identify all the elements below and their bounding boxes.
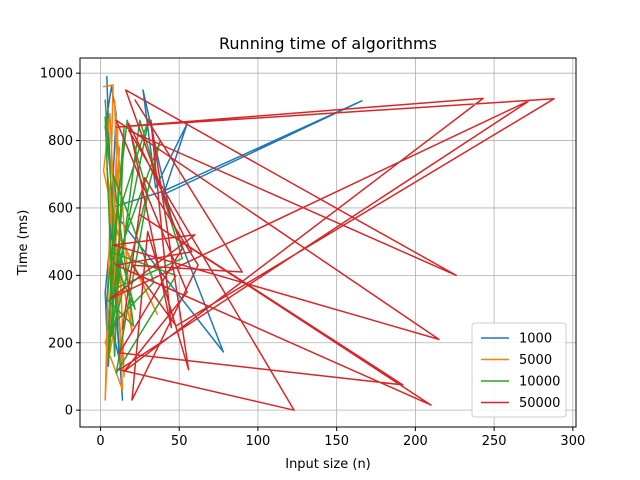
legend-box [471,322,567,418]
x-tick-label: 100 [246,434,271,449]
legend: 1000 5000 10000 50000 [471,322,567,418]
legend-label-10000: 10000 [519,375,560,390]
y-tick-label: 200 [48,336,73,351]
legend-label-50000: 50000 [519,396,560,411]
plot-frame [79,57,577,428]
x-tick-label: 150 [324,434,349,449]
x-tick-label: 0 [96,434,104,449]
legend-label-1000: 1000 [519,332,552,347]
series-line-50000 [109,89,555,411]
y-tick-label: 400 [48,269,73,284]
chart-title: Running time of algorithms [219,34,437,53]
y-tick-label: 600 [48,201,73,216]
series-layer [102,75,555,411]
x-axis-label: Input size (n) [285,457,371,472]
y-tick-label: 1000 [40,67,73,82]
ticks: 0 50 100 150 200 250 300 0 200 400 600 800 1000 [40,67,585,449]
x-tick-label: 250 [482,434,507,449]
y-tick-label: 800 [48,134,73,149]
x-tick-label: 200 [403,434,428,449]
series-line-5000 [102,84,158,401]
x-tick-label: 300 [560,434,585,449]
y-axis-label: Time (ms) [16,210,31,277]
legend-label-5000: 5000 [519,353,552,368]
y-tick-label: 0 [65,404,73,419]
x-tick-label: 50 [171,434,188,449]
